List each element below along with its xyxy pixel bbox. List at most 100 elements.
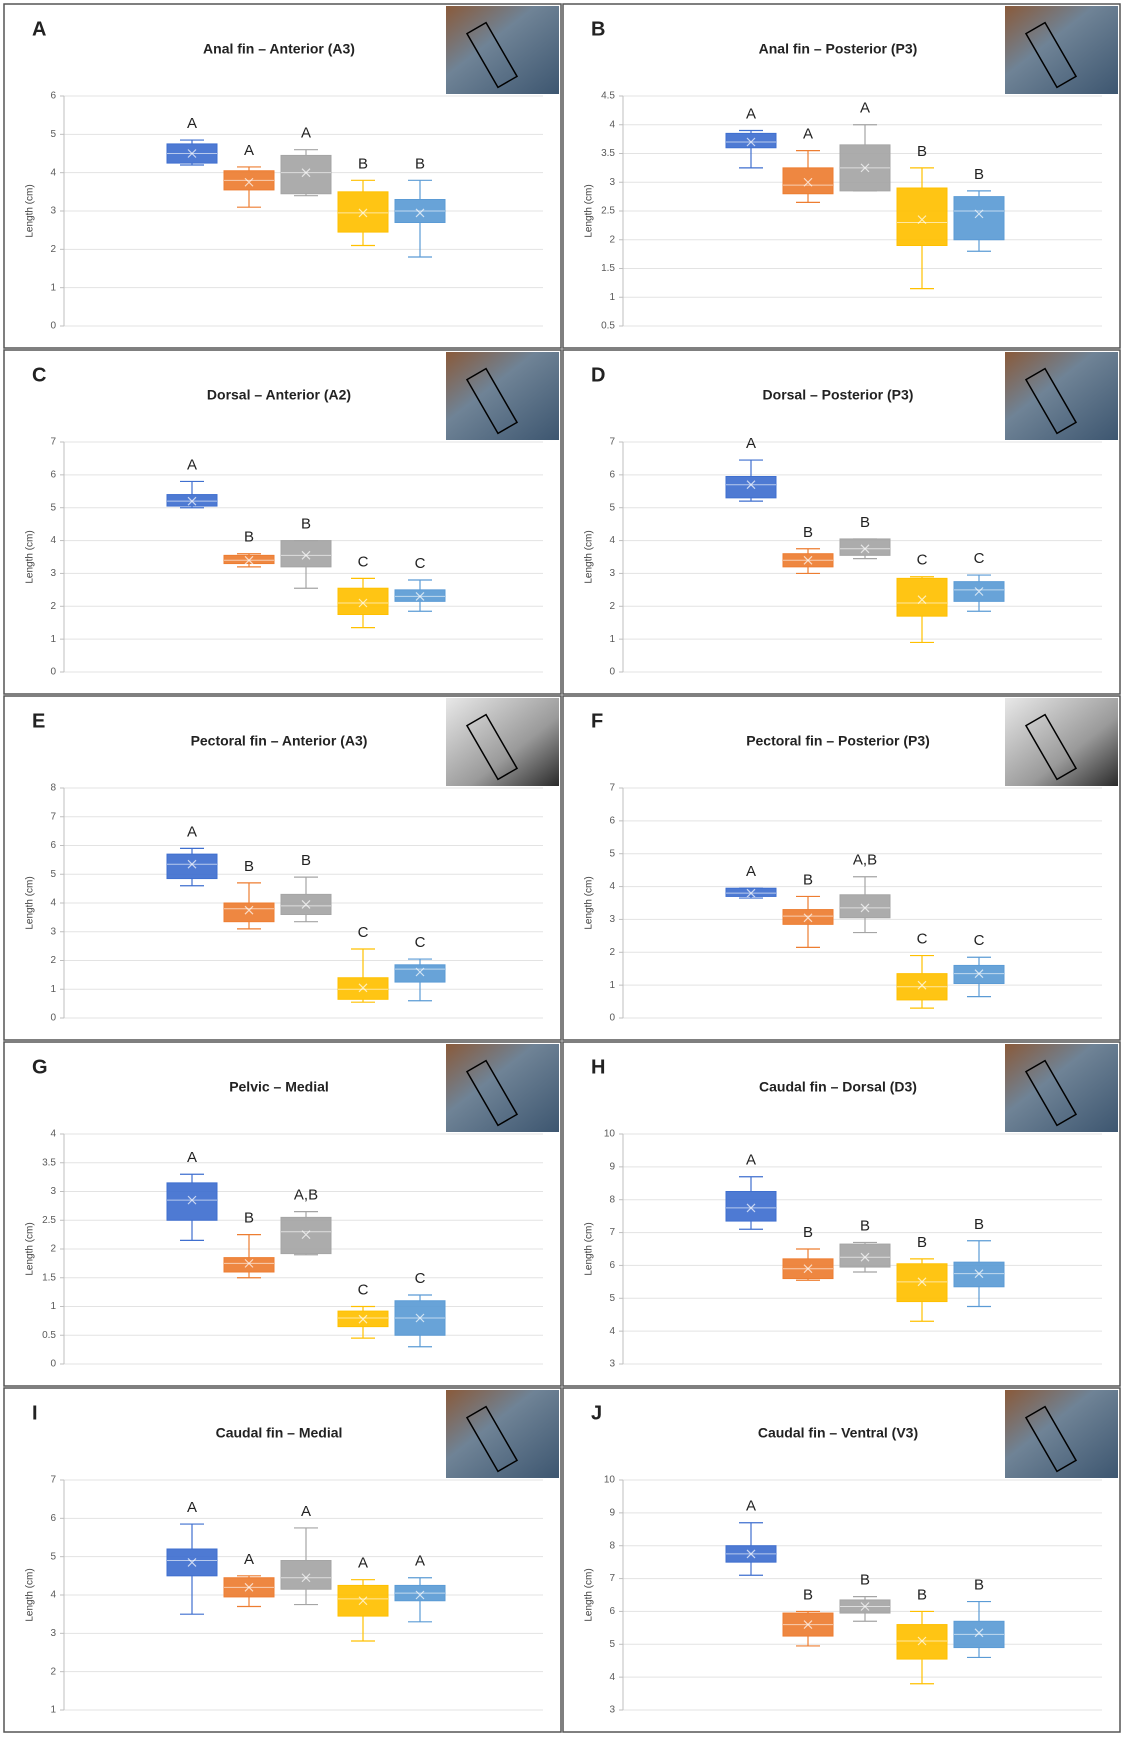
y-tick-label: 4 — [609, 1672, 615, 1683]
y-tick-label: 4 — [50, 1590, 56, 1601]
y-tick-label: 3 — [50, 926, 56, 937]
box-body — [840, 895, 890, 918]
panel: AAnal fin – Anterior (A3)Length (cm)0123… — [4, 4, 561, 348]
significance-label: B — [244, 529, 254, 546]
box-body — [395, 965, 445, 982]
significance-label: C — [415, 934, 426, 951]
significance-label: B — [358, 155, 368, 172]
y-tick-label: 9 — [609, 1507, 615, 1518]
box-body — [338, 588, 388, 614]
y-tick-label: 5 — [609, 1293, 615, 1304]
significance-label: A — [358, 1555, 368, 1572]
box-body — [338, 192, 388, 232]
y-tick-label: 1.5 — [42, 1272, 56, 1283]
chart-title: Pectoral fin – Anterior (A3) — [191, 733, 368, 749]
box-body — [840, 539, 890, 555]
y-tick-label: 10 — [604, 1475, 616, 1486]
y-axis-label: Length (cm) — [25, 184, 36, 237]
y-tick-label: 4 — [50, 1129, 56, 1140]
box-body — [281, 155, 331, 193]
chart-title: Anal fin – Anterior (A3) — [203, 41, 355, 57]
panel: EPectoral fin – Anterior (A3)Length (cm)… — [4, 696, 561, 1040]
panel-letter: C — [32, 364, 46, 386]
y-tick-label: 2.5 — [601, 206, 615, 217]
y-tick-label: 3 — [50, 568, 56, 579]
y-tick-label: 6 — [609, 1606, 615, 1617]
y-tick-label: 2 — [50, 1666, 56, 1677]
significance-label: B — [917, 143, 927, 160]
significance-label: B — [803, 1224, 813, 1241]
y-tick-label: 3 — [609, 568, 615, 579]
y-axis-label: Length (cm) — [584, 1222, 595, 1275]
y-tick-label: 7 — [609, 1573, 615, 1584]
y-tick-label: 4 — [50, 535, 56, 546]
y-tick-label: 5 — [50, 129, 56, 140]
y-tick-label: 5 — [50, 1551, 56, 1562]
panel-letter: F — [591, 710, 603, 732]
y-tick-label: 4 — [609, 119, 615, 130]
chart-title: Caudal fin – Dorsal (D3) — [759, 1079, 917, 1095]
panel: B Anal fin – Posterior (P3) Length (cm) 0.5… — [563, 4, 1120, 348]
significance-label: B — [860, 514, 870, 531]
significance-label: C — [917, 552, 928, 569]
y-tick-label: 5 — [50, 502, 56, 513]
significance-label: C — [415, 555, 426, 572]
y-tick-label: 7 — [50, 811, 56, 822]
chart-title: Caudal fin – Medial — [216, 1425, 343, 1441]
y-axis-label: Length (cm) — [25, 1222, 36, 1275]
y-tick-label: 6 — [609, 1260, 615, 1271]
significance-label: B — [803, 871, 813, 888]
significance-label: A,B — [853, 852, 877, 869]
y-axis-label: Length (cm) — [25, 530, 36, 583]
y-tick-label: 0 — [50, 321, 56, 332]
y-tick-label: 8 — [609, 1194, 615, 1205]
significance-label: A — [415, 1553, 425, 1570]
y-tick-label: 5 — [50, 869, 56, 880]
y-tick-label: 6 — [50, 469, 56, 480]
box-body — [897, 578, 947, 616]
y-axis-label: Length (cm) — [584, 184, 595, 237]
significance-label: A — [860, 100, 870, 117]
significance-label: A — [746, 435, 756, 452]
y-tick-label: 4 — [609, 881, 615, 892]
y-tick-label: 6 — [609, 469, 615, 480]
y-tick-label: 9 — [609, 1161, 615, 1172]
y-tick-label: 5 — [609, 848, 615, 859]
significance-label: A — [187, 456, 197, 473]
y-tick-label: 2 — [609, 601, 615, 612]
box-body — [224, 903, 274, 922]
significance-label: A — [187, 1149, 197, 1166]
significance-label: A — [803, 126, 813, 143]
y-tick-label: 6 — [609, 815, 615, 826]
chart-title: Pelvic – Medial — [229, 1079, 329, 1095]
y-axis-label: Length (cm) — [584, 1568, 595, 1621]
chart-title: Anal fin – Posterior (P3) — [759, 41, 918, 57]
y-tick-label: 4 — [50, 898, 56, 909]
significance-label: C — [358, 553, 369, 570]
panel: GPelvic – MedialLength (cm)00.511.522.53… — [4, 1042, 561, 1386]
significance-label: C — [358, 924, 369, 941]
significance-label: B — [415, 155, 425, 172]
significance-label: B — [974, 1216, 984, 1233]
panel: JCaudal fin – Ventral (V3)Length (cm)345… — [563, 1388, 1120, 1732]
panel-letter: B — [591, 18, 605, 40]
y-axis-label: Length (cm) — [584, 876, 595, 929]
box-body — [167, 1183, 217, 1220]
y-tick-label: 1.5 — [601, 263, 615, 274]
box-body — [281, 1561, 331, 1590]
significance-label: A — [244, 142, 254, 159]
y-tick-label: 0 — [609, 1013, 615, 1024]
box-body — [224, 1258, 274, 1272]
y-tick-label: 0.5 — [601, 321, 615, 332]
panel-letter: E — [32, 710, 45, 732]
y-tick-label: 2.5 — [42, 1215, 56, 1226]
y-tick-label: 3 — [609, 177, 615, 188]
box-body — [167, 854, 217, 878]
y-tick-label: 6 — [50, 1513, 56, 1524]
y-tick-label: 7 — [609, 1227, 615, 1238]
y-tick-label: 3 — [609, 1359, 615, 1370]
y-tick-label: 2 — [50, 244, 56, 255]
